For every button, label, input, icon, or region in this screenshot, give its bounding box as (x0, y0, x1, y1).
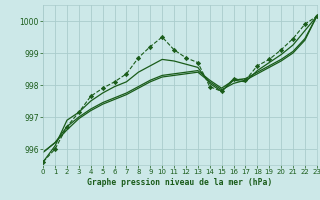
X-axis label: Graphe pression niveau de la mer (hPa): Graphe pression niveau de la mer (hPa) (87, 178, 273, 187)
